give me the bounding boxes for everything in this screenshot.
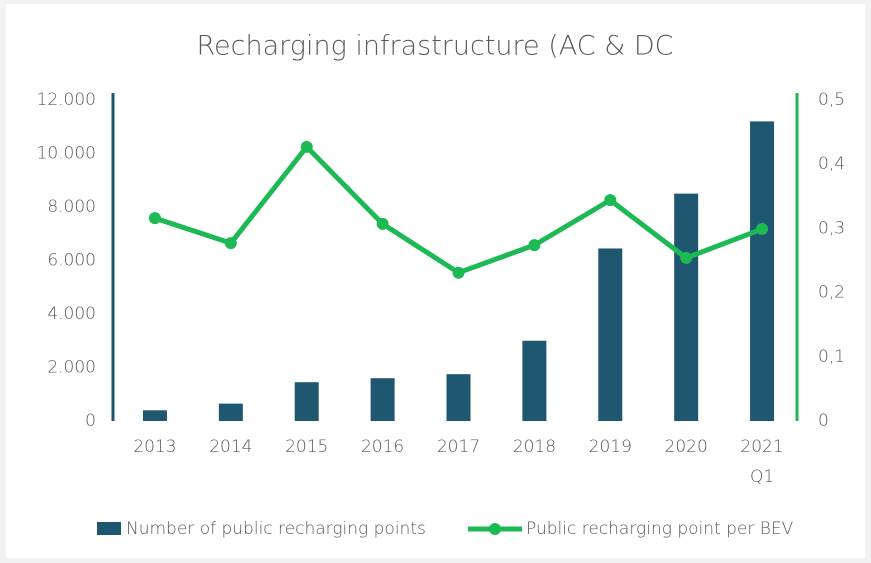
x-tick-label: 2017 bbox=[437, 437, 480, 457]
y2-tick-label: 0,1 bbox=[818, 347, 845, 367]
y-tick-label: 6.000 bbox=[47, 251, 96, 271]
y2-tick-label: 0,3 bbox=[818, 218, 845, 238]
line-marker bbox=[680, 251, 693, 264]
y2-tick-label: 0,4 bbox=[818, 154, 845, 174]
y-tick-label: 2.000 bbox=[47, 358, 96, 378]
legend-swatch bbox=[489, 523, 501, 535]
line-marker bbox=[300, 140, 313, 153]
y2-tick-label: 0 bbox=[818, 411, 829, 431]
legend-swatch bbox=[97, 522, 121, 535]
line-marker bbox=[148, 212, 161, 225]
plot-background bbox=[6, 4, 865, 558]
chart-title: Recharging infrastructure (AC & DC bbox=[196, 31, 673, 62]
bar bbox=[218, 403, 243, 421]
x-tick-label: 2021 Q1 bbox=[740, 437, 783, 487]
legend-label: Number of public recharging points bbox=[126, 519, 426, 539]
bar bbox=[294, 382, 319, 421]
x-tick-label: 2018 bbox=[513, 437, 556, 457]
line-marker bbox=[528, 239, 541, 252]
bar bbox=[598, 248, 623, 421]
y-tick-label: 12.000 bbox=[37, 90, 96, 110]
legend-label: Public recharging point per BEV bbox=[526, 519, 794, 539]
y2-tick-label: 0,2 bbox=[818, 283, 845, 303]
bar bbox=[522, 340, 547, 421]
y-tick-label: 10.000 bbox=[37, 144, 96, 164]
y-tick-label: 4.000 bbox=[47, 304, 96, 324]
line-marker bbox=[224, 237, 237, 250]
x-tick-label: 2016 bbox=[361, 437, 404, 457]
bar bbox=[750, 121, 775, 422]
x-tick-label: 2013 bbox=[133, 437, 176, 457]
y2-tick-label: 0,5 bbox=[818, 90, 845, 110]
line-marker bbox=[376, 217, 389, 230]
x-tick-label: 2015 bbox=[285, 437, 328, 457]
line-marker bbox=[604, 194, 617, 207]
line-marker bbox=[452, 266, 465, 279]
x-tick-label: 2020 bbox=[665, 437, 708, 457]
bar bbox=[370, 378, 395, 421]
bar bbox=[674, 193, 699, 421]
line-marker bbox=[756, 223, 769, 236]
y-tick-label: 8.000 bbox=[47, 197, 96, 217]
bar bbox=[142, 410, 167, 421]
x-tick-label: 2014 bbox=[209, 437, 252, 457]
x-tick-label: 2019 bbox=[589, 437, 632, 457]
y-tick-label: 0 bbox=[85, 411, 96, 431]
bar bbox=[446, 374, 471, 421]
